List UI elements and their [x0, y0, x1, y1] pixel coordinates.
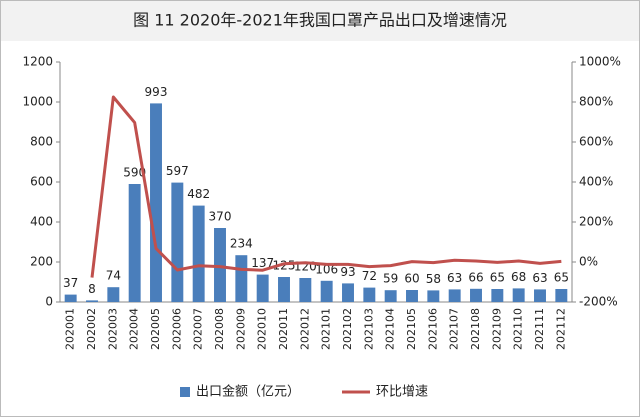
- x-tick-label: 202008: [213, 308, 226, 350]
- bar: [278, 277, 290, 302]
- x-tick-label: 202105: [405, 308, 418, 350]
- data-label: 59: [383, 272, 398, 286]
- x-tick-label: 202111: [533, 308, 546, 350]
- x-tick-label: 202005: [149, 308, 162, 350]
- x-tick-label: 202110: [512, 308, 525, 350]
- data-label: 125: [273, 259, 296, 273]
- x-tick-label: 202004: [128, 308, 141, 350]
- bar: [171, 182, 184, 302]
- data-label: 72: [362, 269, 377, 283]
- data-label: 74: [106, 269, 121, 283]
- legend-swatch: [180, 387, 190, 397]
- x-tick-label: 202107: [448, 308, 461, 350]
- data-label: 234: [230, 237, 253, 251]
- bar: [256, 274, 269, 302]
- data-label: 60: [404, 272, 419, 286]
- data-label: 590: [123, 166, 146, 180]
- x-tick-label: 202109: [490, 308, 503, 350]
- data-label: 8: [88, 282, 96, 296]
- bar: [491, 289, 504, 302]
- x-tick-label: 202102: [341, 308, 354, 350]
- y2-tick-label: 0%: [579, 255, 598, 269]
- data-label: 65: [554, 271, 569, 285]
- bar: [128, 184, 141, 302]
- y2-tick-label: -200%: [579, 295, 618, 309]
- data-label: 482: [187, 187, 210, 201]
- line: [90, 95, 562, 278]
- bar: [448, 289, 461, 302]
- title-band: [1, 1, 639, 41]
- bar: [86, 300, 98, 302]
- bar: [363, 287, 376, 302]
- x-tick-label: 202003: [106, 308, 119, 350]
- data-label: 370: [209, 210, 232, 224]
- bar: [427, 290, 440, 302]
- bar: [512, 288, 525, 302]
- bar: [342, 283, 354, 302]
- data-label: 66: [468, 270, 483, 284]
- x-tick-label: 202007: [192, 308, 205, 350]
- bar: [235, 255, 248, 302]
- data-label: 63: [447, 271, 462, 285]
- y2-tick-label: 400%: [579, 175, 613, 189]
- x-tick-label: 202001: [64, 308, 77, 350]
- x-tick-label: 202112: [554, 308, 567, 350]
- data-label: 68: [511, 270, 526, 284]
- bar: [214, 228, 226, 302]
- bar: [470, 288, 482, 302]
- y-tick-label: 200: [30, 255, 53, 269]
- bar: [320, 280, 333, 302]
- bar: [534, 289, 546, 302]
- legend-label: 环比增速: [376, 385, 428, 400]
- y-tick-label: 0: [45, 295, 53, 309]
- bar: [107, 287, 120, 302]
- x-tick-label: 202108: [469, 308, 482, 350]
- data-label: 597: [166, 164, 189, 178]
- bar: [192, 205, 205, 302]
- bar: [64, 294, 77, 302]
- bar: [384, 290, 397, 302]
- bar: [150, 103, 162, 303]
- bar: [406, 290, 418, 302]
- y2-tick-label: 1000%: [579, 55, 621, 69]
- y-tick-label: 1000: [22, 95, 53, 109]
- y-tick-label: 600: [30, 175, 53, 189]
- data-label: 58: [426, 272, 441, 286]
- data-label: 993: [145, 85, 168, 99]
- x-tick-label: 202009: [234, 308, 247, 350]
- y-tick-label: 1200: [22, 55, 53, 69]
- y2-tick-label: 200%: [579, 215, 613, 229]
- bar: [299, 278, 312, 302]
- y2-tick-label: 800%: [579, 95, 613, 109]
- x-tick-label: 202002: [85, 308, 98, 350]
- y2-tick-label: 600%: [579, 135, 613, 149]
- x-tick-label: 202006: [170, 308, 183, 350]
- data-label: 63: [532, 271, 547, 285]
- y-tick-label: 400: [30, 215, 53, 229]
- x-tick-label: 202011: [277, 308, 290, 350]
- x-tick-label: 202101: [320, 308, 333, 350]
- data-label: 65: [490, 271, 505, 285]
- chart-title: 图 11 2020年-2021年我国口罩产品出口及增速情况: [133, 11, 507, 30]
- bar: [555, 289, 568, 302]
- x-tick-label: 202103: [362, 308, 375, 350]
- x-tick-label: 202010: [256, 308, 269, 350]
- x-tick-label: 202106: [426, 308, 439, 350]
- data-label: 37: [63, 276, 78, 290]
- y-tick-label: 800: [30, 135, 53, 149]
- x-tick-label: 202012: [298, 308, 311, 350]
- x-tick-label: 202104: [384, 308, 397, 350]
- data-label: 93: [340, 265, 355, 279]
- data-label: 137: [251, 256, 274, 270]
- legend-label: 出口金额（亿元）: [196, 384, 300, 400]
